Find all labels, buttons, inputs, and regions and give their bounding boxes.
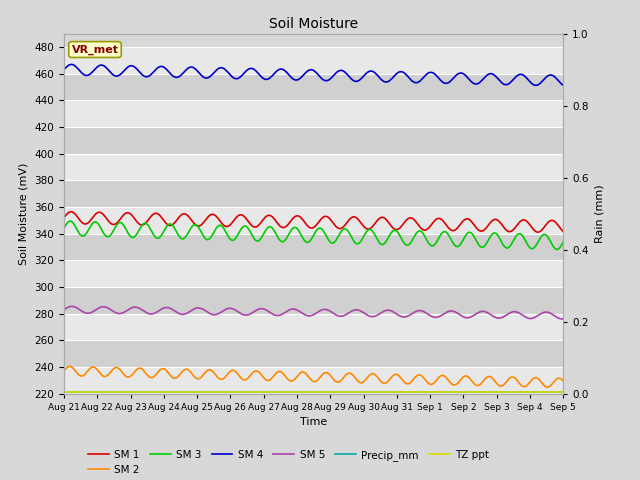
Bar [64,340,563,367]
SM 4 [301,71,309,76]
SM 1 [332,223,339,228]
Precip_mm [300,389,308,395]
SM 3 [358,236,366,242]
TZ ppt [469,389,477,395]
SM 3 [298,234,306,240]
Line: SM 3: SM 3 [64,221,563,250]
SM 1 [559,228,567,234]
SM 3 [301,239,309,244]
SM 2 [543,384,551,390]
SM 1 [534,229,542,235]
SM 5 [60,307,68,312]
TZ ppt [330,389,338,395]
Line: SM 2: SM 2 [64,366,563,387]
Line: SM 1: SM 1 [64,212,563,232]
SM 2 [549,380,557,385]
Bar [64,47,563,73]
Bar [64,234,563,260]
SM 5 [559,316,567,322]
SM 5 [298,310,306,316]
SM 1 [358,222,366,228]
SM 4 [559,83,567,88]
Title: Soil Moisture: Soil Moisture [269,17,358,31]
SM 4 [358,75,366,81]
SM 4 [532,83,540,88]
Bar [64,180,563,207]
SM 2 [332,378,339,384]
SM 3 [332,239,339,244]
SM 3 [66,218,74,224]
Precip_mm [547,389,555,395]
Precip_mm [469,389,477,395]
SM 1 [67,209,75,215]
Y-axis label: Soil Moisture (mV): Soil Moisture (mV) [19,162,29,265]
SM 5 [332,312,339,317]
Precip_mm [60,389,68,395]
X-axis label: Time: Time [300,417,327,427]
TZ ppt [547,389,555,395]
Line: SM 5: SM 5 [64,306,563,319]
SM 1 [301,220,309,226]
SM 3 [554,247,561,252]
SM 5 [470,312,478,318]
SM 3 [559,240,567,245]
Line: SM 4: SM 4 [64,64,563,85]
SM 4 [298,73,306,79]
Precip_mm [330,389,338,395]
SM 2 [301,370,309,376]
Precip_mm [297,389,305,395]
SM 3 [548,242,556,248]
Bar [64,127,563,154]
SM 2 [559,378,567,384]
Bar [64,100,563,127]
SM 5 [301,312,309,318]
SM 4 [332,71,339,77]
SM 1 [549,218,557,224]
SM 2 [358,380,366,385]
SM 5 [68,303,76,309]
SM 4 [470,81,478,86]
SM 3 [470,234,478,240]
Bar [64,207,563,234]
TZ ppt [559,389,567,395]
SM 2 [66,363,74,369]
SM 4 [60,67,68,72]
SM 2 [60,368,68,374]
Bar [64,287,563,313]
Bar [64,260,563,287]
Precip_mm [357,389,365,395]
Legend: SM 1, SM 2, SM 3, SM 4, SM 5, Precip_mm, TZ ppt: SM 1, SM 2, SM 3, SM 4, SM 5, Precip_mm,… [84,445,493,479]
Bar [64,154,563,180]
Bar [64,313,563,340]
SM 3 [60,226,68,231]
SM 2 [298,369,306,375]
Bar [64,367,563,394]
TZ ppt [300,389,308,395]
TZ ppt [60,389,68,395]
SM 1 [60,215,68,220]
SM 1 [470,222,478,228]
TZ ppt [297,389,305,395]
Y-axis label: Rain (mm): Rain (mm) [595,184,604,243]
SM 5 [548,312,556,317]
Text: VR_met: VR_met [72,44,118,55]
SM 4 [549,73,557,79]
SM 2 [470,381,478,386]
Precip_mm [559,389,567,395]
Bar [64,73,563,100]
SM 1 [298,216,306,222]
SM 5 [558,316,566,322]
SM 5 [358,309,366,314]
TZ ppt [357,389,365,395]
SM 4 [67,61,75,67]
